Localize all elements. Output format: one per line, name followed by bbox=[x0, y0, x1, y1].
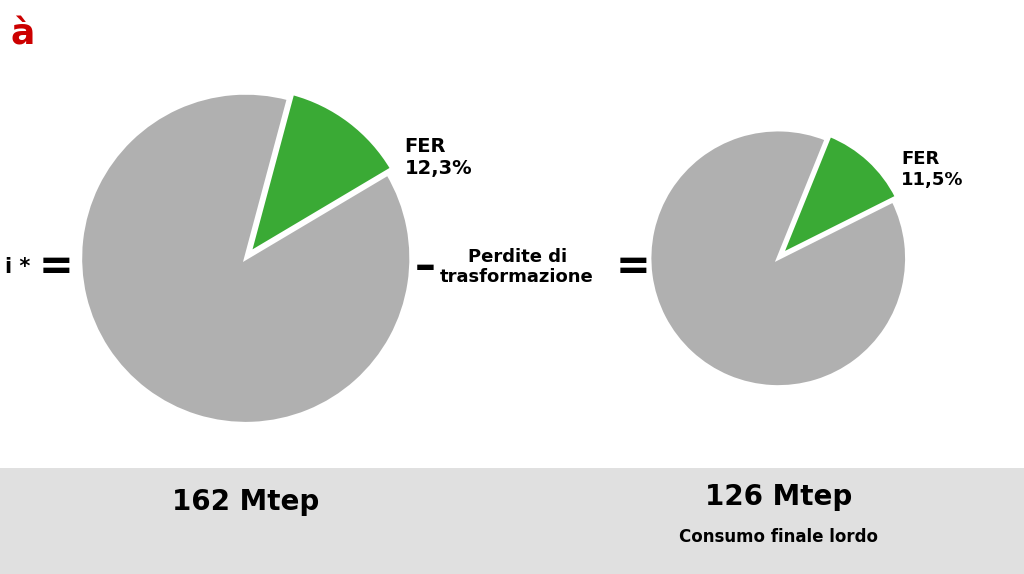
Text: Perdite di
trasformazione: Perdite di trasformazione bbox=[440, 247, 594, 286]
Text: =: = bbox=[39, 246, 74, 288]
Text: NO-FER
88,5%: NO-FER 88,5% bbox=[674, 288, 750, 327]
Text: FER
12,3%: FER 12,3% bbox=[404, 137, 472, 179]
Text: =: = bbox=[615, 246, 650, 288]
Text: –: – bbox=[415, 246, 435, 288]
Text: i *: i * bbox=[5, 257, 31, 277]
Wedge shape bbox=[649, 130, 907, 387]
Wedge shape bbox=[250, 94, 392, 253]
Text: 126 Mtep: 126 Mtep bbox=[705, 483, 852, 510]
Text: FER
11,5%: FER 11,5% bbox=[901, 150, 964, 189]
Text: 162 Mtep: 162 Mtep bbox=[172, 488, 319, 516]
Text: NO-FER
87,7%: NO-FER 87,7% bbox=[113, 301, 195, 342]
Text: à: à bbox=[10, 17, 35, 52]
Bar bbox=[0, 468, 1024, 574]
Text: Consumo finale lordo: Consumo finale lordo bbox=[679, 528, 878, 546]
Wedge shape bbox=[81, 93, 411, 424]
Wedge shape bbox=[781, 135, 897, 254]
